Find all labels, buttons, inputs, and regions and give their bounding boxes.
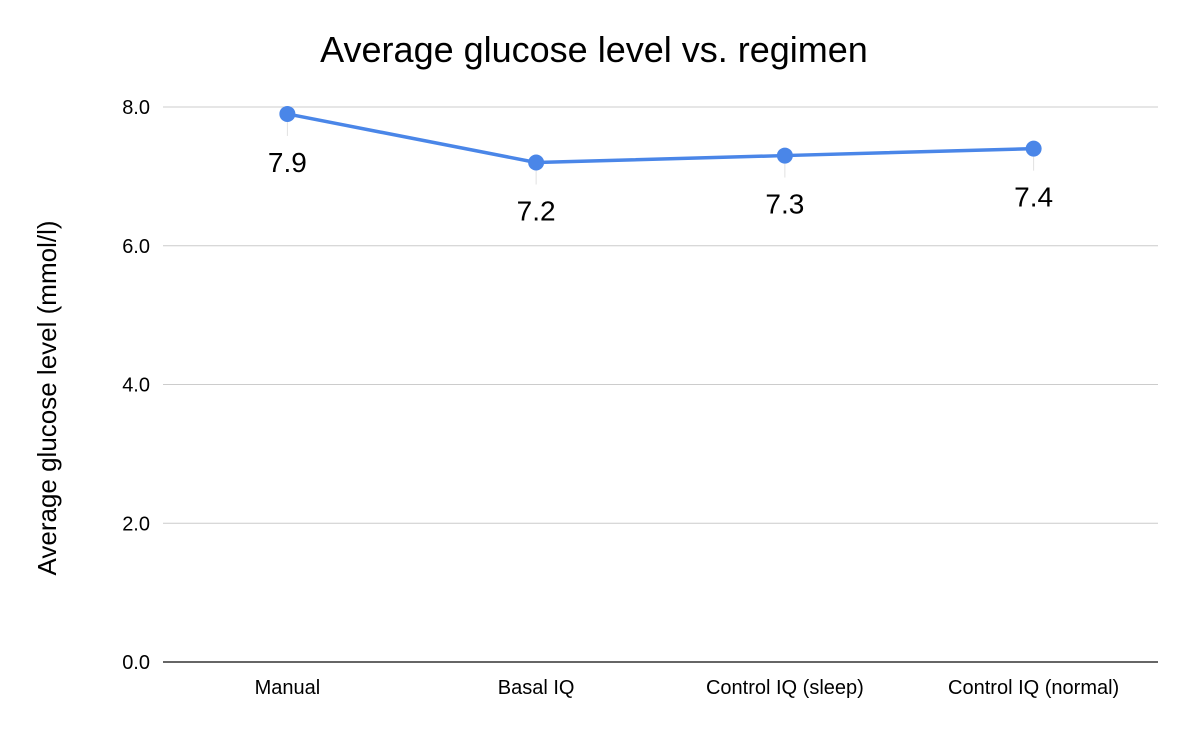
y-axis-tick-labels: 0.0 2.0 4.0 6.0 8.0	[122, 97, 150, 674]
data-label-leaders	[286, 121, 1035, 185]
series-line	[287, 112, 1034, 165]
y-tick-label: 8.0	[122, 97, 150, 119]
data-labels: 7.9 7.2 7.3 7.4	[268, 147, 1053, 227]
chart-title: Average glucose level vs. regimen	[320, 29, 868, 70]
y-tick-label: 4.0	[122, 375, 150, 397]
series-layer	[279, 105, 1042, 171]
x-tick-label: Manual	[255, 677, 321, 699]
gridlines	[163, 106, 1158, 663]
x-tick-label: Basal IQ	[498, 677, 575, 699]
data-label: 7.4	[1014, 182, 1053, 213]
data-point	[528, 154, 545, 171]
y-tick-label: 2.0	[122, 513, 150, 535]
data-point	[1025, 140, 1042, 157]
y-axis-title: Average glucose level (mmol/l)	[32, 221, 62, 576]
data-label: 7.9	[268, 147, 307, 178]
data-label: 7.3	[765, 189, 804, 220]
y-tick-label: 6.0	[122, 236, 150, 258]
data-point	[776, 147, 793, 164]
y-tick-label: 0.0	[122, 652, 150, 674]
data-point	[279, 105, 296, 122]
data-label: 7.2	[517, 196, 556, 227]
x-tick-label: Control IQ (normal)	[948, 677, 1119, 699]
x-axis-tick-labels: Manual Basal IQ Control IQ (sleep) Control …	[255, 677, 1120, 699]
x-tick-label: Control IQ (sleep)	[706, 677, 864, 699]
